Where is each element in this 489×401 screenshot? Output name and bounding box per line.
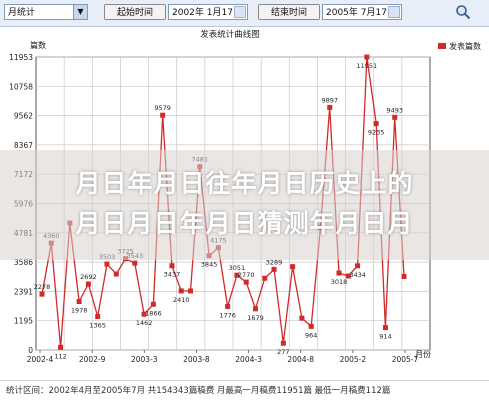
end-date-field[interactable]: 2005年 7月17日 [322,4,402,20]
legend-swatch [438,43,446,49]
data-label: 2770 [238,271,255,279]
data-point [299,315,305,321]
data-point [178,288,184,294]
data-point [104,261,110,267]
y-axis-label: 篇数 [30,40,46,50]
data-label: 1462 [136,319,153,327]
data-point [113,271,119,277]
end-date-value: 2005年 7月17日 [326,8,396,18]
data-label: 2692 [80,273,97,281]
y-tick-label: 3586 [14,258,33,267]
data-label: 9235 [368,129,385,137]
chevron-down-icon[interactable]: ▼ [73,5,87,19]
data-label: 9579 [154,104,171,112]
x-tick-label: 2004-8 [287,355,314,364]
x-tick-label: 2002-4 [27,355,54,364]
legend: 发表篇数 [438,41,481,51]
data-point [336,270,342,276]
data-point [85,281,91,287]
overlay-banner: 月日年月日往年月日历史上的 月日月日年月日猜测年月日月 [0,150,489,260]
toolbar: 月统计 ▼ 起始时间 2002年 1月17日 结束时间 2005年 7月17日 [0,0,489,27]
data-point [355,263,361,269]
data-label: 914 [379,333,391,341]
data-label: 1978 [71,307,88,315]
data-label: 3289 [266,258,283,266]
data-label: 11951 [357,62,378,70]
x-tick-label: 2003-8 [183,355,210,364]
data-point [141,311,147,317]
start-time-button[interactable]: 起始时间 [104,4,166,20]
data-label: 3434 [349,271,366,279]
legend-label: 发表篇数 [449,41,481,51]
y-tick-label: 9562 [14,112,33,121]
data-label: 2410 [173,296,190,304]
data-label: 3018 [331,278,348,286]
x-tick-label: 2003-3 [131,355,158,364]
data-point [280,340,286,346]
data-point [373,121,379,127]
end-time-button[interactable]: 结束时间 [258,4,320,20]
data-point [58,344,64,350]
data-label: 1365 [89,322,106,330]
data-label: 3845 [201,261,218,269]
data-label: 1776 [219,311,236,319]
data-label: 9493 [386,106,403,114]
y-tick-label: 1195 [14,317,33,326]
start-date-field[interactable]: 2002年 1月17日 [168,4,248,20]
data-label: 3437 [164,271,181,279]
x-tick-label: 2005-7 [392,355,419,364]
data-label: 1679 [247,314,264,322]
y-tick-label: 11953 [9,53,33,62]
data-point [225,303,231,309]
data-point [169,263,175,269]
y-tick-label: 8367 [14,141,33,150]
data-point [160,112,166,118]
calendar-icon[interactable] [388,6,400,18]
data-label: 9897 [321,96,338,104]
data-point [290,264,296,270]
data-point [132,260,138,266]
data-point [401,273,407,279]
data-label: 964 [305,331,317,339]
data-label: 3051 [229,264,246,272]
data-label: 112 [54,352,66,360]
data-point [271,266,277,272]
y-tick-label: 2391 [14,287,33,296]
mode-select-value: 月统计 [8,8,36,18]
data-point [382,325,388,331]
y-tick-label: 10758 [9,82,33,91]
data-point [262,275,268,281]
data-point [76,299,82,305]
data-point [234,272,240,278]
data-point [364,54,370,60]
footer: 统计区间：2002年4月至2005年7月 共154343篇稿费 月最高一月稿费1… [0,380,489,401]
banner-line-1: 月日年月日往年月日历史上的 [75,169,414,198]
series-line [41,56,405,348]
data-label: 2278 [34,283,51,291]
calendar-icon[interactable] [234,6,246,18]
data-point [345,273,351,279]
data-point [188,288,194,294]
chart-title: 发表统计曲线图 [200,29,260,40]
x-tick-label: 2004-3 [235,355,262,364]
y-tick-label: 0 [28,346,33,355]
mode-select[interactable]: 月统计 ▼ [4,4,88,20]
data-point [392,114,398,120]
start-date-value: 2002年 1月17日 [172,8,242,18]
data-point [243,279,249,285]
x-axis-label: 月份 [415,349,431,359]
data-point [252,306,258,312]
x-tick-label: 2005-2 [340,355,367,364]
data-point [39,291,45,297]
x-tick-label: 2002-9 [79,355,106,364]
data-point [308,323,314,329]
data-label: 1866 [145,309,162,317]
footer-summary: 统计区间：2002年4月至2005年7月 共154343篇稿费 月最高一月稿费1… [6,386,391,396]
data-point [327,104,333,110]
banner-line-2: 月日月日年月日猜测年月日月 [75,209,414,238]
data-point [95,314,101,320]
data-label: 277 [277,348,289,356]
data-point [150,301,156,307]
search-icon[interactable] [455,4,471,20]
